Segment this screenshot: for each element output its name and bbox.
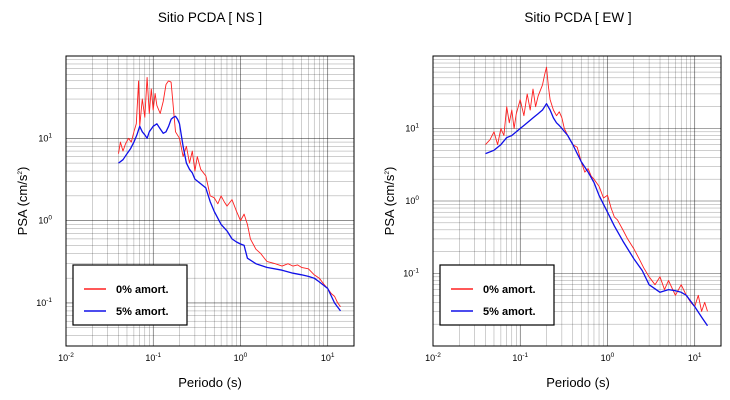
y-axis-label: PSA (cm/s2) — [15, 167, 30, 236]
x-axis-label: Periodo (s) — [546, 375, 610, 390]
x-tick-label: 101 — [688, 352, 702, 363]
plot-frame — [65, 55, 355, 347]
legend-box — [72, 264, 188, 326]
x-tick-label: 100 — [601, 352, 615, 363]
chart-panel-ew: Sitio PCDA [ EW ] 10-2 10-1 100 101 10-1 100… — [382, 10, 722, 390]
legend-label-1: 5% amort. — [483, 306, 536, 318]
legend-label-0: 0% amort. — [483, 284, 536, 296]
y-tick-label: 101 — [405, 123, 419, 134]
y-tick-labels: 10-1 100 101 — [403, 123, 419, 279]
legend: 0% amort. 5% amort. — [439, 264, 555, 326]
y-tick-label: 10-1 — [403, 268, 419, 279]
chart-title: Sitio PCDA [ NS ] — [158, 10, 262, 25]
y-tick-label: 10-1 — [36, 297, 52, 308]
series-group — [118, 76, 342, 312]
x-tick-labels: 10-2 10-1 100 101 — [58, 352, 335, 363]
y-tick-label: 100 — [38, 215, 52, 226]
x-tick-label: 101 — [321, 352, 335, 363]
y-tick-label: 101 — [38, 132, 52, 143]
x-tick-labels: 10-2 10-1 100 101 — [425, 352, 702, 363]
legend-label-0: 0% amort. — [116, 284, 169, 296]
series-line-undamped — [118, 76, 341, 307]
y-axis-label: PSA (cm/s2) — [382, 167, 397, 236]
y-tick-labels: 10-1 100 101 — [36, 132, 52, 308]
series-line-damped — [485, 103, 709, 327]
plot-frame — [432, 55, 722, 347]
x-tick-label: 10-2 — [425, 352, 441, 363]
series-line-undamped — [485, 66, 708, 312]
legend-box — [439, 264, 555, 326]
x-tick-label: 100 — [234, 352, 248, 363]
series-group — [485, 66, 709, 327]
legend: 0% amort. 5% amort. — [72, 264, 188, 326]
grid — [65, 55, 355, 347]
series-line-damped — [118, 115, 342, 312]
x-tick-label: 10-1 — [145, 352, 161, 363]
legend-label-1: 5% amort. — [116, 306, 169, 318]
chart-panel-ns: Sitio PCDA [ NS ] 10-2 10-1 100 101 10-1 100… — [15, 10, 355, 390]
x-tick-label: 10-2 — [58, 352, 74, 363]
x-axis-label: Periodo (s) — [178, 375, 242, 390]
chart-title: Sitio PCDA [ EW ] — [524, 10, 631, 25]
x-tick-label: 10-1 — [512, 352, 528, 363]
y-tick-label: 100 — [405, 195, 419, 206]
